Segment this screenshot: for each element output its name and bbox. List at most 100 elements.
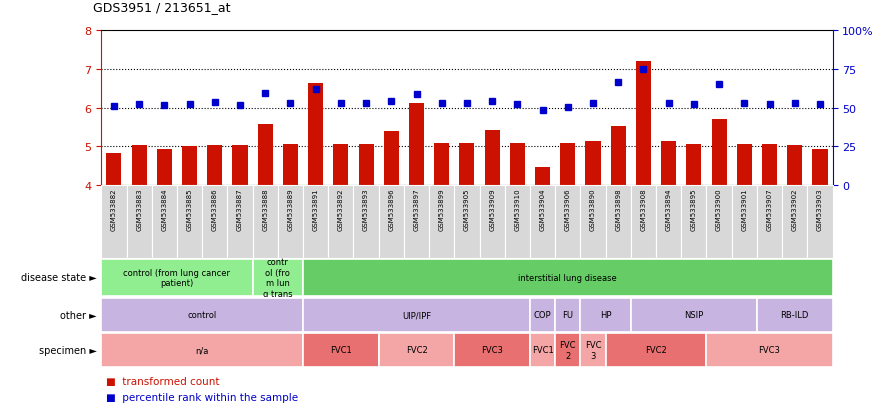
Bar — [127, 186, 152, 258]
Bar — [455, 333, 530, 367]
Text: interstitial lung disease: interstitial lung disease — [518, 273, 618, 282]
Text: GSM533901: GSM533901 — [741, 188, 747, 230]
Bar — [157, 150, 172, 186]
Text: FVC3: FVC3 — [759, 346, 781, 354]
Bar — [762, 145, 777, 186]
Bar — [510, 144, 525, 186]
Bar — [101, 333, 303, 367]
Text: FVC1: FVC1 — [330, 346, 352, 354]
Bar — [757, 186, 782, 258]
Bar — [278, 186, 303, 258]
Text: GSM533905: GSM533905 — [464, 188, 470, 230]
Bar — [403, 186, 429, 258]
Bar — [712, 119, 727, 186]
Bar — [555, 333, 581, 367]
Bar — [485, 131, 500, 186]
Text: GSM533900: GSM533900 — [716, 188, 722, 230]
Bar — [101, 186, 127, 258]
Text: GSM533899: GSM533899 — [439, 188, 445, 230]
Bar — [560, 144, 575, 186]
Bar — [505, 186, 530, 258]
Bar — [434, 144, 449, 186]
Bar — [732, 186, 757, 258]
Text: disease state ►: disease state ► — [21, 273, 97, 283]
Text: GSM533898: GSM533898 — [615, 188, 621, 230]
Text: GSM533894: GSM533894 — [666, 188, 671, 230]
Text: ■  transformed count: ■ transformed count — [106, 376, 219, 386]
Bar — [787, 145, 803, 186]
Text: specimen ►: specimen ► — [39, 345, 97, 355]
Text: GSM533906: GSM533906 — [565, 188, 571, 230]
Bar — [530, 186, 555, 258]
Bar — [329, 186, 353, 258]
Bar — [581, 333, 605, 367]
Text: GSM533889: GSM533889 — [287, 188, 293, 230]
Text: FVC1: FVC1 — [532, 346, 553, 354]
Bar — [333, 145, 348, 186]
Bar — [379, 186, 403, 258]
Bar — [757, 298, 833, 332]
Bar — [257, 125, 273, 186]
Bar — [807, 186, 833, 258]
Bar — [182, 147, 197, 186]
Text: GSM533909: GSM533909 — [489, 188, 495, 230]
Bar — [253, 259, 303, 297]
Text: HP: HP — [600, 311, 611, 319]
Bar — [101, 259, 253, 297]
Text: GSM533882: GSM533882 — [111, 188, 117, 230]
Bar — [707, 186, 732, 258]
Bar — [459, 144, 475, 186]
Text: GSM533903: GSM533903 — [817, 188, 823, 230]
Bar — [303, 333, 379, 367]
Text: other ►: other ► — [60, 310, 97, 320]
Text: GSM533891: GSM533891 — [313, 188, 319, 230]
Text: contr
ol (fro
m lun
g trans: contr ol (fro m lun g trans — [263, 258, 292, 298]
Text: GSM533888: GSM533888 — [263, 188, 268, 230]
Bar — [303, 186, 329, 258]
Bar — [555, 298, 581, 332]
Bar — [681, 186, 707, 258]
Bar — [429, 186, 455, 258]
Text: control: control — [188, 311, 217, 319]
Text: FVC
2: FVC 2 — [559, 340, 576, 360]
Text: UIP/IPF: UIP/IPF — [402, 311, 431, 319]
Bar — [581, 298, 631, 332]
Bar — [530, 333, 555, 367]
Text: FU: FU — [562, 311, 574, 319]
Bar — [384, 131, 399, 186]
Bar — [177, 186, 202, 258]
Text: GSM533892: GSM533892 — [337, 188, 344, 230]
Bar — [605, 333, 707, 367]
Text: GSM533885: GSM533885 — [187, 188, 193, 230]
Text: FVC
3: FVC 3 — [585, 340, 601, 360]
Text: GSM533886: GSM533886 — [211, 188, 218, 230]
Bar — [530, 298, 555, 332]
Text: GSM533910: GSM533910 — [515, 188, 521, 230]
Text: GSM533896: GSM533896 — [389, 188, 395, 230]
Bar — [152, 186, 177, 258]
Bar — [812, 150, 827, 186]
Text: GSM533907: GSM533907 — [766, 188, 773, 230]
Bar — [455, 186, 479, 258]
Text: GSM533895: GSM533895 — [691, 188, 697, 230]
Text: control (from lung cancer
patient): control (from lung cancer patient) — [123, 268, 231, 287]
Text: ■  percentile rank within the sample: ■ percentile rank within the sample — [106, 392, 298, 402]
Text: GSM533897: GSM533897 — [413, 188, 419, 230]
Bar — [605, 186, 631, 258]
Bar — [202, 186, 227, 258]
Bar — [207, 145, 222, 186]
Bar — [253, 186, 278, 258]
Bar — [479, 186, 505, 258]
Text: GSM533884: GSM533884 — [161, 188, 167, 230]
Text: RB-ILD: RB-ILD — [781, 311, 809, 319]
Bar — [353, 186, 379, 258]
Bar — [555, 186, 581, 258]
Bar — [581, 186, 605, 258]
Text: FVC2: FVC2 — [645, 346, 667, 354]
Text: GSM533883: GSM533883 — [137, 188, 142, 230]
Text: n/a: n/a — [196, 346, 209, 354]
Bar — [379, 333, 455, 367]
Bar — [586, 141, 601, 186]
Text: GSM533908: GSM533908 — [640, 188, 647, 230]
Bar — [631, 298, 757, 332]
